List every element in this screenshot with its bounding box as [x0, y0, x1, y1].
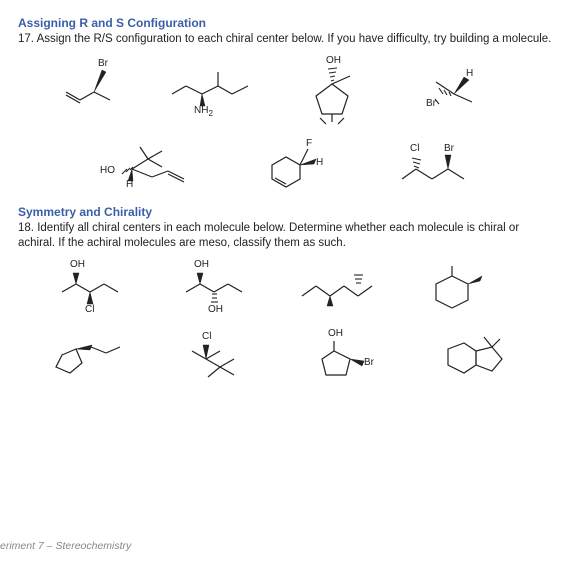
- q18-row1: OH Cl OH OH: [32, 256, 566, 321]
- lbl-h-a4: H: [466, 68, 473, 79]
- lbl-oh-c1: OH: [70, 259, 85, 270]
- lbl-cl-d2: Cl: [202, 331, 211, 342]
- q18-text: 18. Identify all chiral centers in each …: [18, 221, 556, 252]
- q18-row2: Cl OH Br: [32, 325, 566, 390]
- mol-c1: OH Cl: [32, 256, 162, 321]
- q17-text: 17. Assign the R/S configuration to each…: [18, 32, 556, 48]
- lbl-oh-d3: OH: [328, 328, 343, 339]
- q17-num: 17.: [18, 33, 34, 45]
- mol-d4: [422, 325, 552, 385]
- lbl-h-b1: H: [126, 179, 133, 190]
- mol-a4: H Br: [402, 50, 512, 120]
- q18-num: 18.: [18, 222, 34, 234]
- lbl-br: Br: [98, 58, 108, 69]
- lbl-br-d3: Br: [364, 357, 374, 368]
- mol-c2: OH OH: [162, 256, 282, 321]
- q18-body: Identify all chiral centers in each mole…: [18, 222, 519, 250]
- section2-title: Symmetry and Chirality: [18, 205, 566, 219]
- mol-a1: Br: [32, 50, 152, 120]
- q17-row2: HO H F H Cl Br: [82, 129, 566, 199]
- mol-c4: [412, 256, 532, 316]
- lbl-ho-b1: HO: [100, 165, 115, 176]
- q17-row1: Br NH2 OH: [32, 50, 566, 125]
- lbl-oh-a3: OH: [326, 55, 341, 66]
- lbl-nh2: NH2: [194, 105, 213, 118]
- lbl-cl-b3: Cl: [410, 143, 419, 154]
- lbl-br-a4: Br: [426, 98, 436, 109]
- q17-body: Assign the R/S configuration to each chi…: [37, 33, 552, 45]
- mol-d1: [32, 325, 162, 385]
- lbl-oh-c2b: OH: [208, 304, 223, 315]
- section1-title: Assigning R and S Configuration: [18, 16, 566, 30]
- lbl-cl-c1: Cl: [85, 304, 94, 315]
- mol-d2: Cl: [162, 325, 292, 390]
- lbl-f-b2: F: [306, 138, 312, 149]
- page-footer: eriment 7 – Stereochemistry: [0, 540, 131, 552]
- mol-b2: F H: [232, 129, 372, 199]
- mol-b1: HO H: [82, 129, 232, 199]
- mol-a3: OH: [282, 50, 402, 125]
- mol-b3: Cl Br: [372, 129, 502, 199]
- lbl-oh-c2a: OH: [194, 259, 209, 270]
- lbl-br-b3: Br: [444, 143, 454, 154]
- mol-a2: NH2: [152, 50, 282, 120]
- lbl-h-b2: H: [316, 157, 323, 168]
- mol-d3: OH Br: [292, 325, 422, 390]
- mol-c3: [282, 256, 412, 316]
